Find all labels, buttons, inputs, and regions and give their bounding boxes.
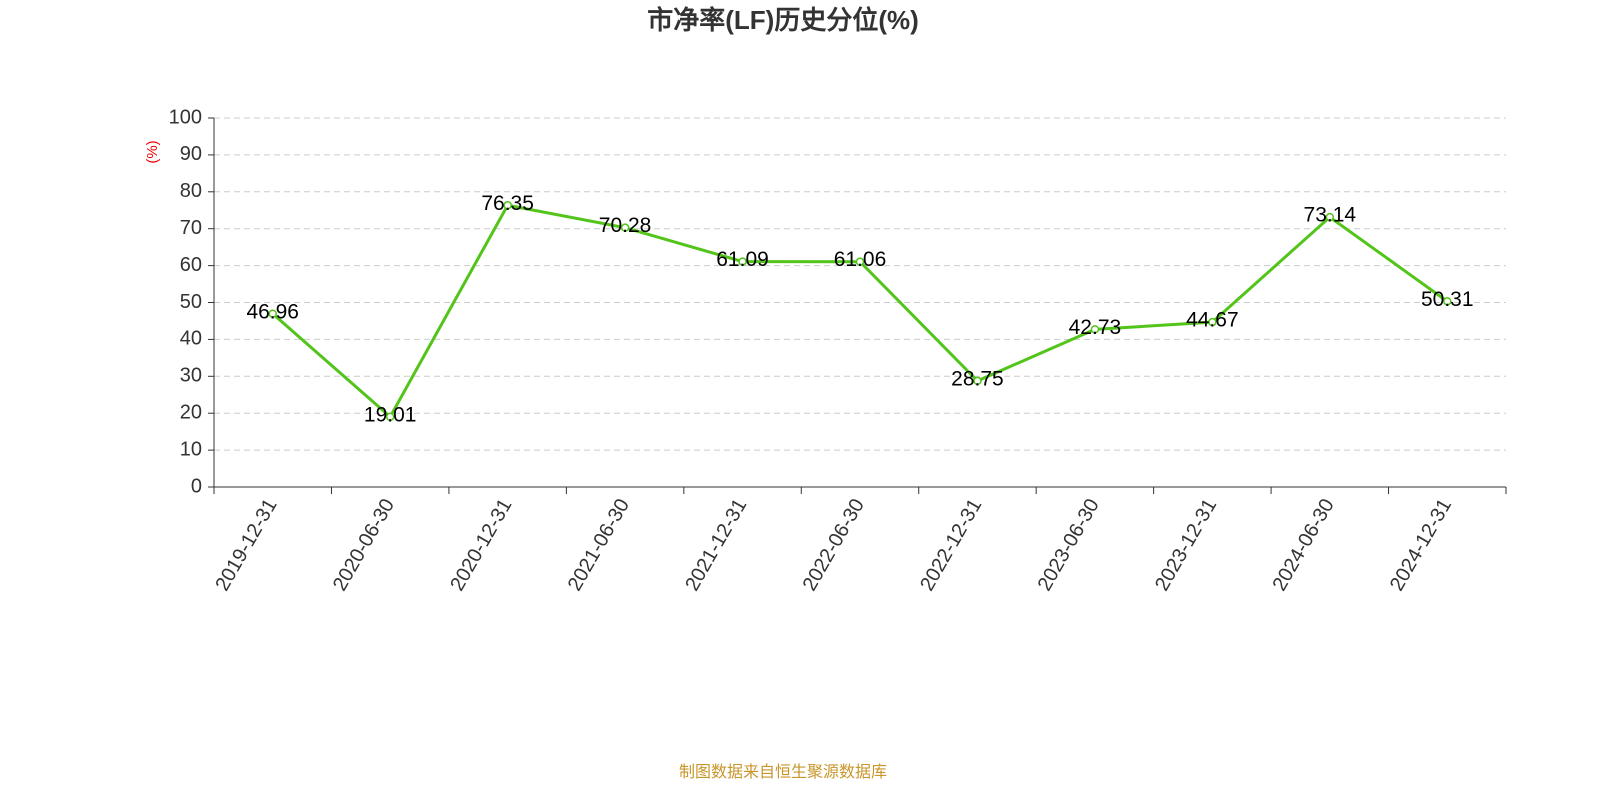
source-note: 制图数据来自恒生聚源数据库 bbox=[679, 763, 887, 781]
x-tick-label: 2020-06-30 bbox=[329, 495, 399, 595]
x-tick-label: 2024-12-31 bbox=[1386, 495, 1456, 595]
data-label: 42.73 bbox=[1069, 316, 1122, 339]
data-label: 46.96 bbox=[246, 300, 299, 323]
data-point bbox=[503, 201, 512, 210]
x-tick-label: 2023-06-30 bbox=[1034, 495, 1104, 595]
x-tick-label: 2019-12-31 bbox=[211, 495, 281, 595]
y-tick-label: 10 bbox=[180, 438, 202, 460]
x-tick-label: 2020-12-31 bbox=[446, 495, 516, 595]
data-point bbox=[268, 309, 277, 318]
data-point bbox=[1443, 297, 1452, 306]
y-tick-label: 40 bbox=[180, 328, 202, 350]
data-label: 61.06 bbox=[834, 248, 887, 271]
y-tick-label: 100 bbox=[169, 106, 202, 128]
y-tick-label: 80 bbox=[180, 180, 202, 202]
data-label: 73.14 bbox=[1304, 204, 1357, 227]
y-tick-label: 0 bbox=[191, 475, 202, 497]
data-point bbox=[738, 257, 747, 266]
x-tick-label: 2023-12-31 bbox=[1151, 495, 1221, 595]
y-tick-label: 50 bbox=[180, 291, 202, 313]
x-tick-label: 2024-06-30 bbox=[1269, 495, 1339, 595]
data-label: 50.31 bbox=[1421, 288, 1474, 311]
data-point bbox=[1208, 317, 1217, 327]
data-point bbox=[385, 412, 395, 422]
y-tick-label: 20 bbox=[180, 401, 202, 423]
data-point bbox=[973, 376, 982, 386]
data-line bbox=[271, 203, 1449, 420]
y-axis-label: (%) bbox=[144, 140, 161, 163]
y-tick-label: 60 bbox=[180, 254, 202, 276]
y-tick-label: 70 bbox=[180, 217, 202, 239]
data-label: 76.35 bbox=[481, 192, 534, 215]
data-label: 70.28 bbox=[599, 214, 652, 237]
x-tick-label: 2022-06-30 bbox=[799, 495, 869, 595]
chart-title: 市净率(LF)历史分位(%) bbox=[647, 5, 919, 35]
data-label: 61.09 bbox=[716, 248, 769, 271]
data-point bbox=[855, 257, 865, 266]
data-point bbox=[620, 223, 630, 232]
x-tick-label: 2021-12-31 bbox=[681, 495, 751, 595]
data-point bbox=[1090, 325, 1100, 334]
data-label: 28.75 bbox=[951, 367, 1004, 390]
y-tick-label: 30 bbox=[180, 365, 202, 387]
x-tick-label: 2022-12-31 bbox=[916, 495, 986, 595]
data-label: 19.01 bbox=[364, 403, 417, 426]
x-tick-label: 2021-06-30 bbox=[564, 495, 634, 595]
y-tick-label: 90 bbox=[180, 143, 202, 165]
data-point bbox=[1325, 212, 1335, 222]
data-label: 44.67 bbox=[1186, 309, 1239, 332]
